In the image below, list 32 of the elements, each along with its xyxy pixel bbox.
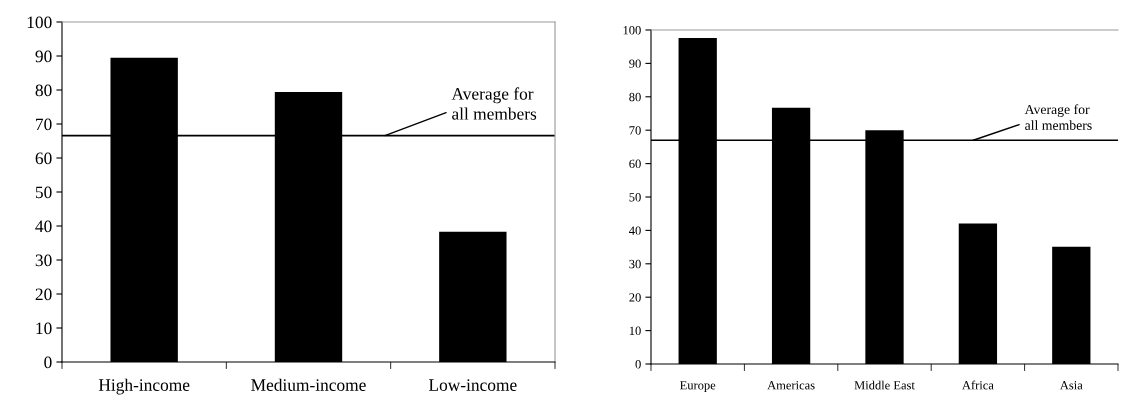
y-tick-label: 50 (35, 186, 52, 199)
y-tick-label: 70 (36, 118, 52, 131)
y-tick-label: 40 (629, 226, 641, 235)
x-tick-label: Low-income (428, 379, 517, 391)
y-tick-label: 30 (629, 259, 641, 269)
x-tick-label: Europe (680, 381, 716, 392)
ref-line-label: Average for all members (451, 87, 537, 120)
x-tick-label: Africa (962, 380, 994, 390)
y-tick-label: 20 (629, 293, 641, 302)
y-tick-label: 90 (629, 59, 641, 68)
x-tick-label: Asia (1059, 381, 1083, 390)
y-tick-label: 10 (629, 326, 641, 336)
y-tick-label: 60 (629, 159, 641, 169)
y-tick-label: 100 (27, 16, 52, 29)
y-tick-label: 90 (35, 50, 52, 63)
y-tick-label: 100 (623, 26, 641, 35)
y-tick-label: 0 (44, 356, 52, 369)
y-tick-label: 80 (35, 84, 52, 97)
y-tick-label: 0 (635, 360, 641, 369)
y-tick-label: 10 (36, 322, 52, 335)
x-tick-label: High-income (98, 378, 190, 395)
y-tick-label: 50 (629, 193, 641, 202)
y-tick-label: 20 (35, 288, 52, 301)
x-tick-label: Middle East (854, 380, 915, 390)
x-tick-label: Americas (767, 381, 815, 390)
y-tick-label: 80 (629, 92, 641, 102)
y-tick-label: 60 (35, 152, 52, 165)
y-tick-label: 70 (629, 126, 641, 135)
x-tick-label: Medium-income (251, 378, 366, 391)
ref-line-label: Average for all members (1024, 104, 1092, 130)
y-tick-label: 30 (35, 254, 52, 267)
y-tick-label: 40 (35, 220, 52, 233)
